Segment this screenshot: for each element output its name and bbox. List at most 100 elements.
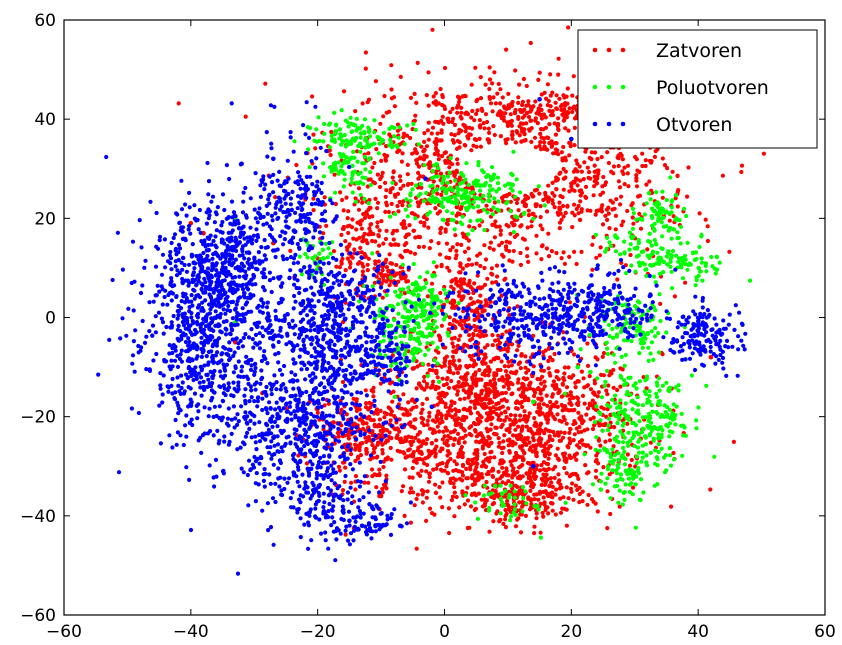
data-point	[637, 169, 642, 174]
data-point	[313, 146, 318, 151]
data-point	[518, 530, 524, 535]
data-point	[419, 468, 424, 473]
data-point	[636, 402, 641, 407]
data-point	[447, 368, 452, 373]
data-point	[503, 276, 508, 281]
data-point	[478, 75, 483, 80]
data-point	[479, 391, 484, 396]
data-point	[480, 361, 485, 366]
data-point	[425, 128, 430, 133]
data-point	[455, 421, 460, 426]
data-point	[499, 240, 505, 245]
data-point	[578, 178, 583, 183]
data-point	[467, 125, 472, 130]
data-point	[605, 217, 610, 222]
data-point	[546, 358, 551, 364]
data-point	[479, 398, 484, 403]
data-point	[536, 442, 541, 447]
data-point	[514, 406, 519, 411]
data-point	[553, 132, 559, 137]
data-point	[634, 173, 639, 178]
data-point	[404, 279, 409, 284]
data-point	[548, 444, 553, 449]
data-point	[387, 283, 392, 288]
data-point	[660, 195, 665, 200]
data-point	[373, 196, 378, 201]
data-point	[680, 453, 685, 458]
data-point	[422, 163, 427, 168]
data-point	[637, 327, 642, 332]
data-point	[519, 139, 524, 144]
data-point	[651, 438, 656, 443]
data-point	[646, 191, 652, 196]
data-point	[459, 242, 464, 247]
data-point	[550, 392, 556, 397]
data-point	[375, 172, 380, 177]
data-point	[578, 199, 583, 204]
data-point	[453, 178, 458, 183]
data-point	[621, 219, 626, 224]
data-point	[508, 442, 513, 447]
data-point	[455, 242, 460, 247]
data-point	[441, 429, 446, 434]
data-point	[570, 210, 575, 215]
data-point	[517, 82, 522, 87]
data-point	[500, 450, 505, 456]
data-point	[451, 287, 456, 292]
data-point	[430, 430, 436, 436]
data-point	[583, 184, 589, 189]
data-point	[480, 108, 485, 113]
data-point	[422, 304, 427, 309]
data-point	[710, 264, 715, 269]
data-point	[388, 190, 393, 195]
data-point	[530, 211, 535, 217]
data-point	[453, 412, 458, 417]
data-point	[415, 60, 420, 65]
data-point	[571, 74, 576, 79]
data-point	[386, 268, 391, 273]
data-point	[557, 418, 562, 423]
data-point	[693, 283, 698, 288]
data-point	[485, 343, 490, 348]
data-point	[402, 242, 407, 248]
data-point	[520, 404, 525, 410]
data-point	[659, 220, 664, 225]
data-point	[368, 229, 373, 234]
data-point	[603, 481, 608, 486]
data-point	[553, 100, 558, 105]
data-point	[489, 266, 494, 271]
data-point	[455, 392, 460, 397]
data-point	[467, 431, 472, 437]
data-point	[452, 436, 457, 441]
data-point	[471, 363, 476, 368]
data-point	[618, 398, 623, 403]
data-point	[372, 160, 377, 166]
data-point	[422, 148, 427, 153]
data-point	[480, 285, 485, 290]
data-point	[482, 345, 487, 350]
data-point	[404, 436, 409, 441]
data-point	[462, 440, 467, 445]
data-point	[484, 392, 489, 397]
data-point	[575, 169, 580, 174]
data-point	[372, 181, 377, 186]
data-point	[396, 279, 401, 284]
data-point	[590, 426, 596, 432]
data-point	[623, 352, 628, 358]
data-point	[417, 341, 422, 346]
data-point	[445, 180, 450, 185]
data-point	[562, 506, 567, 511]
data-point	[709, 254, 714, 260]
data-point	[593, 212, 598, 217]
data-point	[533, 116, 538, 121]
data-point	[631, 234, 636, 239]
data-point	[402, 412, 407, 417]
data-point	[570, 225, 575, 230]
data-point	[534, 453, 539, 458]
data-point	[639, 459, 644, 464]
data-point	[340, 488, 346, 493]
data-point	[564, 385, 570, 390]
data-point	[440, 95, 445, 100]
data-point	[483, 368, 489, 373]
data-point	[414, 308, 419, 313]
